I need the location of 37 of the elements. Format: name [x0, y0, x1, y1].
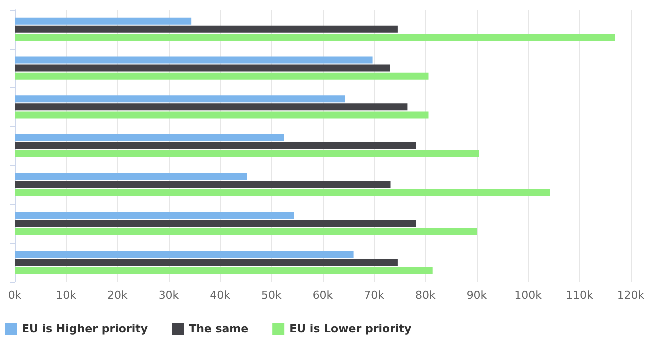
x-tick-label: 10k — [56, 289, 78, 302]
bar — [15, 56, 373, 64]
bar — [15, 181, 391, 188]
x-tick-label: 90k — [466, 289, 488, 302]
x-tick-label: 60k — [312, 289, 334, 302]
legend-label: The same — [189, 322, 249, 336]
x-tick-label: 100k — [514, 289, 543, 302]
bar — [15, 64, 390, 72]
legend-label: EU is Lower priority — [290, 322, 412, 336]
x-tick-label: 70k — [364, 289, 386, 302]
x-tick-label: 120k — [617, 289, 646, 302]
bar — [15, 34, 616, 41]
x-tick-label: 50k — [261, 289, 282, 302]
bar — [15, 259, 398, 266]
x-tick-label: 20k — [107, 289, 128, 302]
bar — [15, 173, 248, 180]
x-tick-label: 80k — [415, 289, 436, 302]
bar — [15, 212, 294, 220]
bar — [15, 104, 408, 111]
bar — [15, 26, 398, 33]
bar — [15, 18, 192, 25]
bar — [15, 134, 284, 142]
bar — [15, 96, 346, 103]
x-tick-label: 110k — [566, 289, 594, 302]
x-tick-label: 30k — [158, 289, 180, 302]
bar — [15, 189, 550, 196]
bar — [15, 267, 433, 274]
bar — [15, 72, 429, 80]
x-tick-label: 40k — [210, 289, 232, 302]
bar — [15, 251, 354, 258]
bar — [15, 150, 480, 158]
bar — [15, 142, 416, 150]
bar — [15, 220, 416, 228]
x-tick-label: 0k — [8, 289, 22, 302]
bar — [15, 228, 478, 236]
bar — [15, 112, 429, 119]
legend-label: EU is Higher priority — [22, 322, 148, 336]
